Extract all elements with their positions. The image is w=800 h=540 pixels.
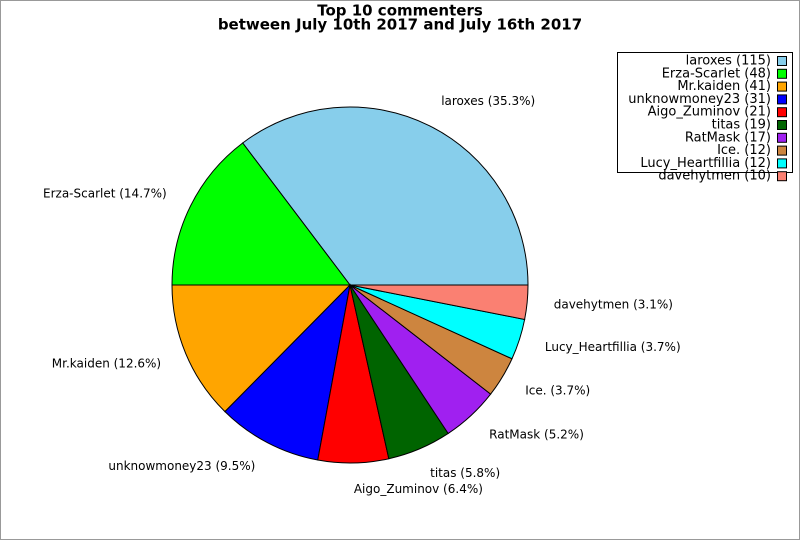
pie-slice (241, 106, 529, 286)
legend-label: unknowmoney23 (31) (628, 92, 771, 107)
legend-swatch (777, 81, 787, 92)
legend-swatch (777, 107, 787, 118)
legend-swatch (777, 56, 787, 66)
slice-label: Erza-Scarlet (14.7%) (43, 186, 167, 200)
slice-label: laroxes (35.3%) (441, 94, 535, 108)
chart-subtitle: between July 10th 2017 and July 16th 201… (218, 16, 582, 34)
slice-label: Lucy_Heartfillia (3.7%) (545, 340, 681, 354)
legend-swatch (777, 94, 787, 105)
legend-label: Aigo_Zuminov (21) (648, 105, 771, 120)
pie-slice (171, 284, 352, 413)
slice-label: Ice. (3.7%) (525, 383, 590, 397)
legend-label: Erza-Scarlet (48) (662, 66, 771, 81)
legend-label: Ice. (12) (717, 143, 771, 158)
pie-slice (171, 142, 352, 286)
legend-label: titas (19) (712, 118, 771, 133)
slice-label: RatMask (5.2%) (489, 428, 584, 442)
slice-label: davehytmen (3.1%) (554, 297, 673, 311)
legend-label: laroxes (115) (686, 54, 771, 69)
legend-swatch (777, 132, 787, 143)
legend-swatch (777, 171, 787, 182)
legend-label: Mr.kaiden (41) (677, 79, 771, 94)
slice-label: unknowmoney23 (9.5%) (108, 459, 255, 473)
legend-label: RatMask (17) (685, 130, 771, 145)
legend-box (617, 52, 793, 173)
legend-swatch (777, 145, 787, 156)
slice-label: Aigo_Zuminov (6.4%) (354, 482, 483, 496)
slice-label: titas (5.8%) (430, 466, 500, 480)
pie-slice (224, 283, 351, 461)
legend-swatch (777, 158, 787, 169)
legend-label: davehytmen (10) (658, 169, 771, 184)
chart-title: Top 10 commenters (317, 2, 483, 20)
pie-slice (349, 284, 529, 321)
legend-swatch (777, 120, 787, 130)
legend-swatch (777, 68, 787, 79)
legend-label: Lucy_Heartfillia (12) (640, 156, 771, 171)
slice-label: Mr.kaiden (12.6%) (52, 356, 161, 370)
